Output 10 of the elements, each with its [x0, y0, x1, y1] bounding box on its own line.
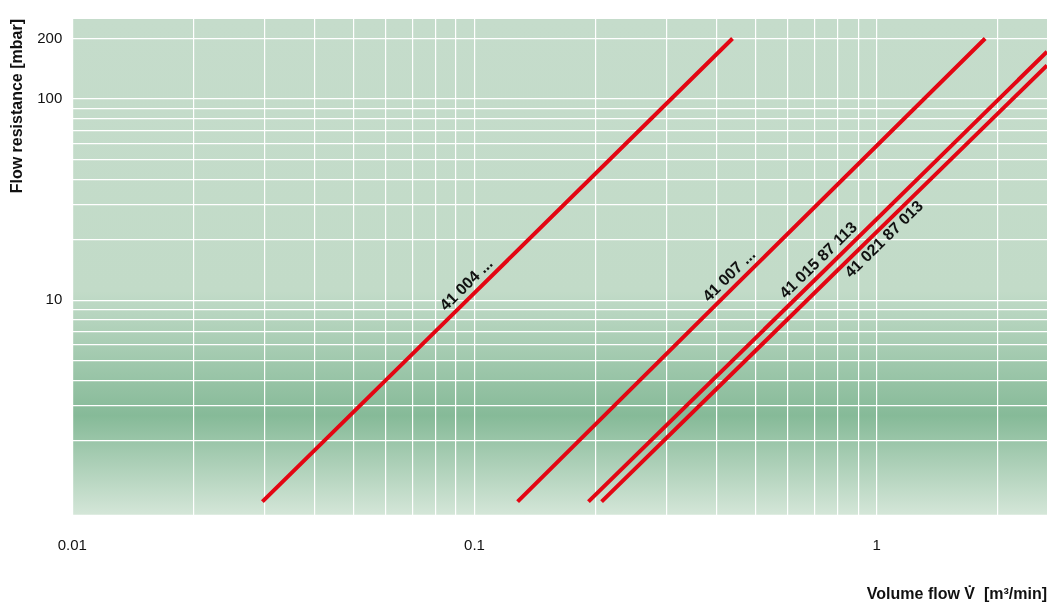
text: 41 007 ...	[699, 245, 759, 305]
y-axis-title: Flow resistance [mbar]	[8, 19, 26, 194]
y-tick-label: 100	[37, 89, 63, 107]
x-axis-title: Volume flow V̇ [m³/min]	[866, 584, 1047, 602]
text: 41 004 ...	[436, 254, 496, 314]
x-tick-label: 0.1	[464, 535, 485, 553]
y-tick-label: 200	[37, 28, 63, 46]
x-tick-label: 1	[872, 535, 881, 553]
x-tick-label: 0.01	[57, 535, 87, 553]
y-tick-label: 10	[45, 290, 63, 308]
